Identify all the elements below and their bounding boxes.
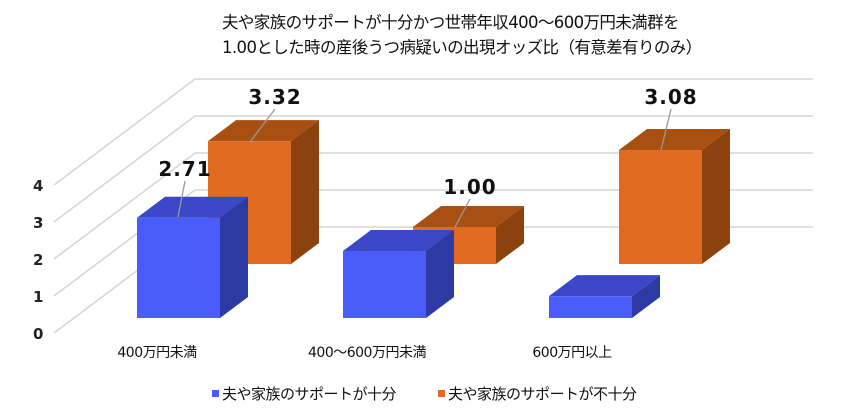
data-label-insufficient-2: 3.08 xyxy=(644,85,697,109)
bar-top-face xyxy=(619,129,730,151)
legend-label-sufficient: 夫や家族のサポートが十分 xyxy=(222,385,397,403)
y-tick-0: 0 xyxy=(33,325,43,343)
bar-top-face xyxy=(343,230,454,252)
y-axis-ticks: 0 1 2 3 4 xyxy=(33,177,43,343)
gridline-3 xyxy=(53,115,813,223)
category-label-under-400: 400万円未満 xyxy=(117,345,197,361)
bar-insufficient-2 xyxy=(619,129,730,264)
bar-front-face xyxy=(549,296,632,318)
chart-title-line-1: 夫や家族のサポートが十分かつ世帯年収400〜600万円未満群を xyxy=(222,13,679,32)
legend: 夫や家族のサポートが十分 夫や家族のサポートが不十分 xyxy=(212,385,638,403)
data-labels: 3.32 1.00 3.08 2.71 xyxy=(158,85,697,228)
bar-top-face xyxy=(413,206,524,227)
gridline-1 xyxy=(53,189,813,297)
bar-sufficient-2 xyxy=(549,275,660,318)
y-tick-4: 4 xyxy=(33,177,43,195)
gridlines xyxy=(53,78,813,334)
leader-line xyxy=(454,198,471,228)
bar-side-face xyxy=(291,120,319,264)
y-tick-1: 1 xyxy=(33,288,43,306)
leader-line xyxy=(177,180,186,218)
leader-line xyxy=(660,108,672,151)
bar-top-face xyxy=(137,196,248,218)
bar-sufficient-0 xyxy=(137,196,248,318)
bar-side-face xyxy=(702,129,730,264)
data-label-insufficient-0: 3.32 xyxy=(248,85,301,109)
bar-front-face xyxy=(619,150,702,264)
bar-sufficient-1 xyxy=(343,230,454,318)
category-label-over-600: 600万円以上 xyxy=(532,345,612,361)
bar-side-face xyxy=(632,275,660,318)
bar-side-face xyxy=(496,206,524,264)
chart-title: 夫や家族のサポートが十分かつ世帯年収400〜600万円未満群を 1.00とした時… xyxy=(222,13,702,57)
bar-front-face xyxy=(343,251,426,318)
leader-line xyxy=(249,108,276,143)
bar-top-face xyxy=(549,275,660,297)
legend-marker-sufficient xyxy=(212,390,219,397)
bar-top-face xyxy=(208,120,319,142)
category-label-400-600: 400〜600万円未満 xyxy=(308,345,426,361)
bars-series-sufficient-support xyxy=(137,196,660,318)
bar-front-face xyxy=(137,217,220,318)
legend-marker-insufficient xyxy=(438,390,445,397)
x-axis-categories: 400万円未満 400〜600万円未満 600万円以上 xyxy=(117,345,612,361)
bar-side-face xyxy=(220,196,248,318)
y-tick-3: 3 xyxy=(33,214,43,232)
bar-side-face xyxy=(426,230,454,318)
bars-series-insufficient-support xyxy=(208,120,730,264)
legend-label-insufficient: 夫や家族のサポートが不十分 xyxy=(448,385,637,403)
chart-title-line-2: 1.00とした時の産後うつ病疑いの出現オッズ比（有意差有りのみ） xyxy=(222,38,702,57)
data-label-insufficient-1: 1.00 xyxy=(443,175,496,199)
gridline-2 xyxy=(53,152,813,260)
data-label-sufficient-0: 2.71 xyxy=(158,157,211,181)
y-tick-2: 2 xyxy=(33,251,43,269)
gridline-4 xyxy=(53,78,813,186)
